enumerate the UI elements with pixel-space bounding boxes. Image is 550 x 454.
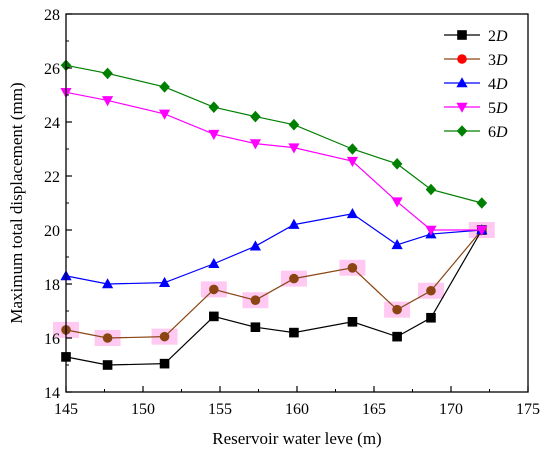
y-axis-title: Maximum total displacement (mm) — [7, 82, 26, 323]
legend-label-number: 2 — [488, 28, 496, 45]
data-point — [209, 311, 219, 322]
legend-marker — [457, 30, 467, 40]
data-point — [209, 284, 219, 295]
data-point — [288, 118, 300, 131]
legend-label-suffix: D — [495, 76, 508, 93]
legend-label-number: 6 — [488, 124, 496, 141]
x-tick-label: 160 — [285, 401, 309, 418]
data-point — [158, 109, 171, 120]
legend-label-number: 5 — [488, 100, 496, 117]
legend-label: 2D — [488, 28, 508, 45]
data-point — [159, 331, 170, 342]
data-point — [102, 67, 113, 80]
data-point — [208, 129, 220, 140]
series-line — [65, 213, 482, 285]
legend-label: 6D — [488, 124, 508, 141]
x-tick-label: 145 — [54, 401, 78, 418]
series-line — [65, 64, 482, 204]
data-point — [102, 360, 113, 370]
legend-marker — [456, 77, 468, 88]
data-point — [250, 322, 261, 332]
data-point — [347, 263, 358, 273]
data-point — [158, 276, 171, 287]
series-line — [65, 229, 483, 339]
data-point — [426, 285, 436, 296]
data-point — [289, 273, 299, 284]
data-point — [208, 101, 220, 113]
data-point — [476, 225, 488, 236]
data-point — [425, 225, 437, 236]
legend-label: 3D — [488, 52, 508, 69]
series-5D — [60, 88, 488, 236]
legend-marker — [457, 54, 467, 64]
data-point — [101, 96, 114, 107]
data-point — [289, 327, 299, 338]
x-tick-label: 155 — [208, 401, 232, 418]
data-point — [208, 257, 220, 269]
data-point — [250, 110, 261, 123]
data-point — [391, 197, 403, 208]
legend-label: 4D — [488, 76, 508, 93]
y-tick-label: 14 — [44, 385, 60, 402]
data-point — [425, 183, 437, 196]
data-point — [426, 312, 436, 323]
legend-label-suffix: D — [495, 124, 508, 141]
y-tick-label: 20 — [44, 223, 60, 240]
legend-item: 2D — [444, 28, 508, 45]
legend-label-number: 3 — [488, 52, 496, 69]
data-point — [159, 358, 170, 369]
x-tick-label: 175 — [516, 401, 540, 418]
data-point — [476, 197, 488, 209]
data-point — [346, 208, 359, 219]
data-point — [249, 240, 262, 251]
series-line — [65, 91, 482, 231]
y-tick-label: 22 — [44, 169, 60, 186]
series-line — [65, 229, 483, 366]
y-tick-label: 18 — [44, 277, 60, 294]
y-tick-label: 26 — [44, 61, 60, 78]
x-tick-label: 170 — [439, 401, 463, 418]
data-point — [102, 333, 113, 343]
data-point — [391, 158, 403, 170]
x-tick-label: 165 — [362, 401, 386, 418]
legend-item: 6D — [444, 124, 508, 141]
data-point — [288, 143, 300, 154]
data-point — [347, 317, 358, 327]
legend-label-suffix: D — [495, 28, 508, 45]
legend-label-suffix: D — [495, 100, 508, 117]
legend-label-suffix: D — [495, 52, 508, 69]
legend-item: 5D — [444, 100, 508, 117]
data-point — [101, 278, 114, 289]
data-point — [392, 331, 402, 342]
y-tick-label: 24 — [44, 115, 60, 132]
data-point — [249, 139, 262, 150]
legend-label: 5D — [488, 100, 508, 117]
y-tick-label: 16 — [44, 331, 60, 348]
data-point — [288, 218, 300, 229]
legend-item: 4D — [444, 76, 508, 93]
series-layer — [60, 59, 488, 370]
legend-item: 3D — [444, 52, 508, 69]
data-point — [391, 239, 403, 250]
legend-marker — [456, 102, 468, 113]
legend-label-number: 4 — [488, 76, 496, 93]
y-tick-label: 28 — [44, 7, 60, 24]
data-point — [159, 81, 170, 93]
data-point — [346, 156, 359, 167]
data-point — [347, 143, 358, 155]
legend-marker — [456, 125, 468, 137]
series-6D — [60, 59, 488, 209]
x-axis-title: Reservoir water leve (m) — [212, 429, 381, 448]
series-4D — [60, 208, 488, 289]
x-tick-label: 150 — [131, 401, 155, 418]
data-point — [250, 295, 261, 306]
data-point — [392, 304, 402, 315]
